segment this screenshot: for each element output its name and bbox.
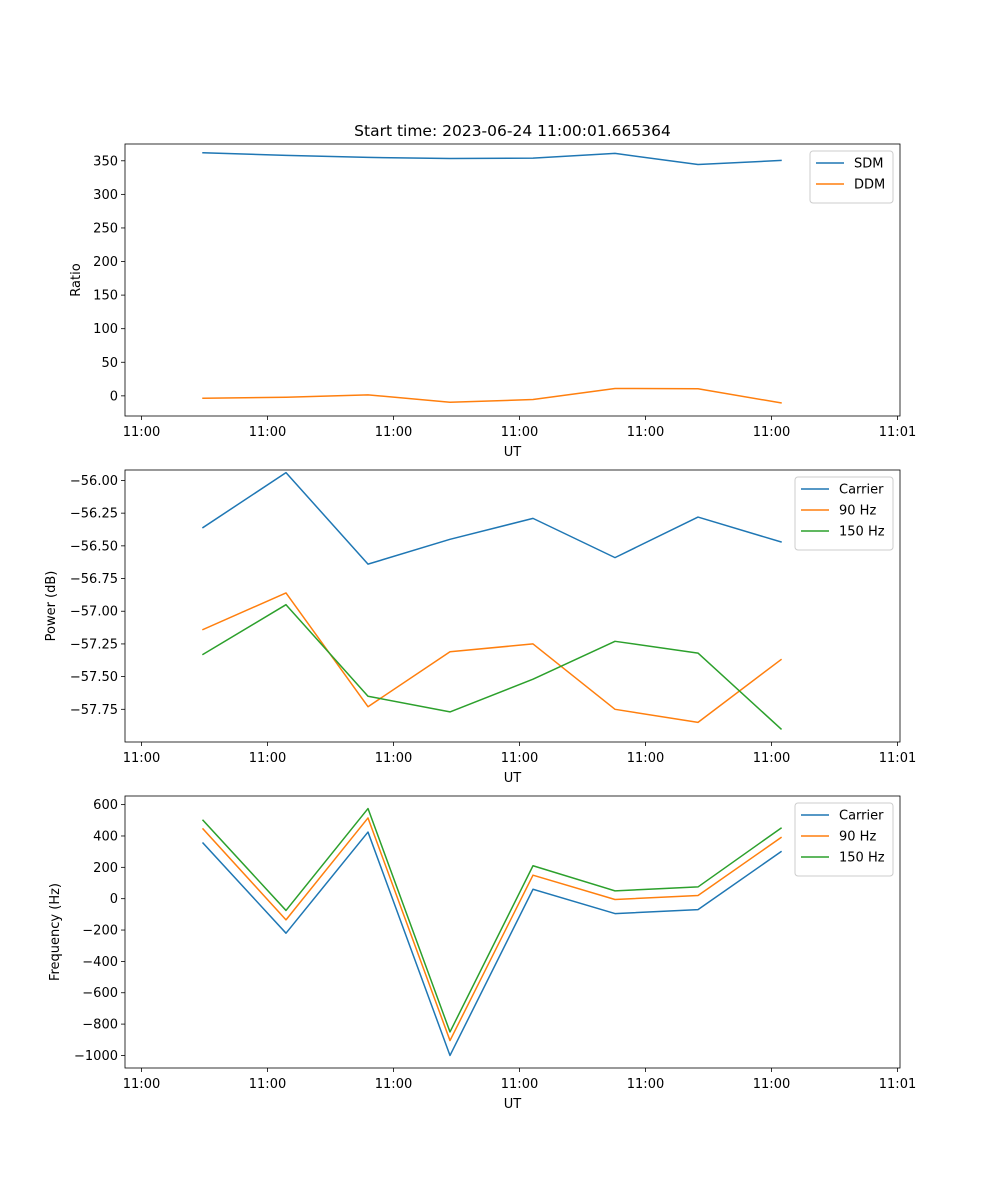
y-tick-label: −57.75 <box>70 703 118 718</box>
series-line-150-hz <box>201 603 783 730</box>
y-tick-label: 600 <box>93 798 118 813</box>
plot-frame <box>124 795 901 1069</box>
x-tick-label: 11:00 <box>123 751 160 766</box>
y-tick-label: −56.00 <box>70 474 118 489</box>
figure-title: Start time: 2023-06-24 11:00:01.665364 <box>354 122 671 140</box>
y-tick-label: 400 <box>93 829 118 844</box>
x-tick-label: 11:00 <box>627 425 664 440</box>
panel-2: 11:00 11:00 11:00 11:00 11:00 11:00 11:01 −57.7… <box>44 469 916 786</box>
y-tick-label: −800 <box>82 1018 118 1033</box>
x-tick-label: 11:00 <box>627 1077 664 1092</box>
y-tick-label: 200 <box>93 861 118 876</box>
x-tick-label: 11:00 <box>375 751 412 766</box>
legend-label: 90 Hz <box>839 504 876 519</box>
y-tick-label: −57.50 <box>70 670 118 685</box>
y-tick-label: 150 <box>93 289 118 304</box>
legend: SDM DDM <box>809 150 894 204</box>
x-tick-label: 11:00 <box>123 425 160 440</box>
x-tick-label: 11:00 <box>249 425 286 440</box>
series-line-150-hz <box>201 807 783 1033</box>
x-tick-label: 11:00 <box>753 751 790 766</box>
legend-label: SDM <box>854 157 883 172</box>
x-tick-label: 11:00 <box>501 1077 538 1092</box>
legend: Carrier 90 Hz 150 Hz <box>794 476 894 551</box>
panel-1: 11:00 11:00 11:00 11:00 11:00 11:00 11:01 0 50 10… <box>69 143 916 460</box>
x-tick-label: 11:00 <box>375 1077 412 1092</box>
y-tick-label: 0 <box>110 389 118 404</box>
x-tick-label: 11:00 <box>501 425 538 440</box>
y-tick-label: 50 <box>101 356 118 371</box>
y-tick-label: −56.25 <box>70 507 118 522</box>
legend-label: Carrier <box>839 483 884 498</box>
y-tick-label: 0 <box>110 892 118 907</box>
x-tick-label: 11:00 <box>123 1077 160 1092</box>
x-tick-label: 11:00 <box>501 751 538 766</box>
x-tick-label: 11:00 <box>753 1077 790 1092</box>
y-axis-label: Frequency (Hz) <box>48 883 63 981</box>
x-tick-label: 11:00 <box>249 1077 286 1092</box>
y-tick-label: −56.75 <box>70 572 118 587</box>
y-axis-label: Power (dB) <box>44 571 59 642</box>
y-tick-label: −600 <box>82 986 118 1001</box>
legend: Carrier 90 Hz 150 Hz <box>794 802 894 877</box>
panel-3: 11:00 11:00 11:00 11:00 11:00 11:00 11:01 −1000… <box>48 795 916 1112</box>
plot-frame <box>124 469 901 743</box>
x-tick-label: 11:00 <box>375 425 412 440</box>
legend-label: 150 Hz <box>839 851 885 866</box>
y-tick-label: −57.25 <box>70 637 118 652</box>
x-tick-label: 11:00 <box>249 751 286 766</box>
y-tick-label: 250 <box>93 221 118 236</box>
legend-label: DDM <box>854 178 885 193</box>
series-line-90-hz <box>201 817 783 1042</box>
y-tick-label: 100 <box>93 322 118 337</box>
x-tick-label: 11:00 <box>753 425 790 440</box>
y-axis-label: Ratio <box>69 263 84 296</box>
series-line-carrier <box>201 831 783 1057</box>
y-tick-label: −200 <box>82 924 118 939</box>
plot-frame <box>124 143 901 417</box>
legend-label: Carrier <box>839 809 884 824</box>
chart-panels: 11:00 11:00 11:00 11:00 11:00 11:00 11:01 0 50 10… <box>44 143 916 1112</box>
x-axis-label: UT <box>504 445 522 460</box>
legend-label: 90 Hz <box>839 830 876 845</box>
y-tick-label: 300 <box>93 188 118 203</box>
series-line-90-hz <box>202 592 783 724</box>
x-tick-label: 11:01 <box>879 425 916 440</box>
series-line-ddm <box>202 387 782 404</box>
legend-box <box>809 150 894 204</box>
y-tick-label: −400 <box>82 955 118 970</box>
y-tick-label: −1000 <box>74 1049 118 1064</box>
series-line-carrier <box>201 471 782 565</box>
x-axis-label: UT <box>504 1097 522 1112</box>
y-tick-label: 350 <box>93 154 118 169</box>
x-tick-label: 11:01 <box>879 1077 916 1092</box>
series-line-sdm <box>202 151 782 166</box>
y-tick-label: 200 <box>93 255 118 270</box>
x-tick-label: 11:00 <box>627 751 664 766</box>
y-tick-label: −57.00 <box>70 605 118 620</box>
legend-label: 150 Hz <box>839 525 885 540</box>
y-tick-label: −56.50 <box>70 539 118 554</box>
x-tick-label: 11:01 <box>879 751 916 766</box>
x-axis-label: UT <box>504 771 522 786</box>
